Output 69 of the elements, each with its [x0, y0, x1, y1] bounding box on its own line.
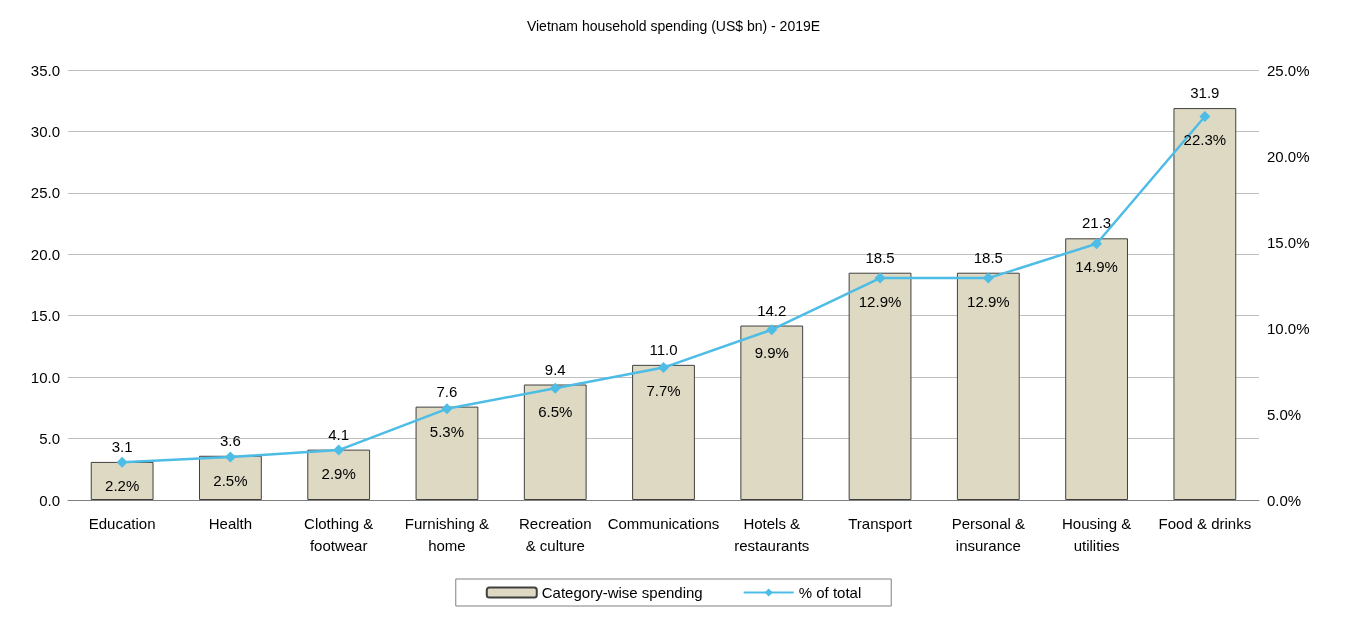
- y2-tick-label: 25.0%: [1267, 61, 1310, 79]
- data-label: 3.6: [219, 431, 241, 449]
- data-label: 2.9%: [321, 464, 356, 482]
- data-label: 7.6: [436, 382, 458, 400]
- point: [116, 456, 128, 468]
- point: [549, 382, 561, 394]
- data-label: 3.1: [111, 437, 133, 455]
- point: [333, 444, 345, 456]
- point: [441, 403, 453, 415]
- y-tick-label: 15.0: [30, 307, 60, 325]
- data-label: 9.9%: [754, 344, 789, 362]
- x-tick-label: Communications: [607, 514, 720, 532]
- data-label: 12.9%: [967, 292, 1010, 310]
- x-tick-label: Furnishing & home: [404, 514, 490, 554]
- x-tick-label: Transport: [848, 514, 913, 532]
- data-label: 5.3%: [429, 423, 465, 441]
- chart-title: Vietnam household spending (US$ bn) - 2019E: [526, 18, 821, 34]
- y2-tick-label: 0.0%: [1267, 491, 1302, 509]
- y-tick-label: 30.0: [30, 122, 60, 140]
- data-label: 22.3%: [1183, 130, 1227, 148]
- y2-tick-label: 5.0%: [1267, 405, 1302, 423]
- data-label: 9.4: [544, 360, 566, 378]
- point: [658, 362, 669, 374]
- data-label: 31.9: [1190, 84, 1220, 102]
- data-label: 18.5: [973, 248, 1003, 266]
- data-label: 18.5: [865, 248, 895, 266]
- y2-tick-label: 20.0%: [1267, 147, 1310, 165]
- y-tick-label: 5.0: [39, 430, 60, 448]
- data-label: 6.5%: [538, 402, 573, 420]
- point: [1199, 110, 1211, 122]
- bar: [307, 449, 371, 500]
- data-label: 11.0: [649, 340, 678, 358]
- bar: [740, 325, 804, 500]
- bar: [632, 364, 695, 500]
- y-tick-label: 0.0: [39, 491, 60, 509]
- x-tick-label: Recreation & culture: [518, 514, 592, 554]
- bar: [1065, 238, 1128, 500]
- data-label: 2.5%: [213, 471, 248, 489]
- x-tick-label: Clothing & footwear: [304, 514, 374, 554]
- data-label: 14.9%: [1075, 258, 1118, 276]
- x-tick-label: Food & drinks: [1158, 514, 1252, 532]
- x-tick-label: Hotels & restaurants: [734, 514, 810, 554]
- point: [1091, 238, 1103, 250]
- bar: [415, 406, 479, 500]
- x-tick-label: Personal & insurance: [951, 514, 1026, 554]
- legend-label: Category-wise spending: [541, 584, 703, 601]
- bar: [523, 384, 587, 500]
- x-tick-label: Housing & utilities: [1061, 514, 1132, 554]
- y-tick-label: 25.0: [30, 184, 60, 202]
- data-label: 4.1: [328, 425, 350, 443]
- x-tick-label: Health: [208, 514, 253, 532]
- bar: [90, 461, 154, 500]
- y-tick-label: 10.0: [30, 368, 60, 386]
- bar: [848, 272, 912, 500]
- legend-label: % of total: [798, 584, 862, 601]
- bar: [956, 272, 1020, 500]
- point: [766, 324, 778, 336]
- x-tick-label: Education: [88, 514, 156, 532]
- data-label: 12.9%: [858, 292, 902, 310]
- y-tick-label: 20.0: [30, 245, 60, 263]
- y-tick-label: 35.0: [30, 61, 60, 79]
- y2-tick-label: 15.0%: [1267, 233, 1310, 251]
- point: [874, 272, 886, 284]
- data-label: 21.3: [1081, 214, 1112, 232]
- data-label: 14.2: [757, 301, 787, 319]
- bar: [1173, 108, 1237, 500]
- y2-tick-label: 10.0%: [1267, 319, 1310, 337]
- data-label: 7.7%: [646, 382, 681, 400]
- data-label: 2.2%: [105, 476, 140, 494]
